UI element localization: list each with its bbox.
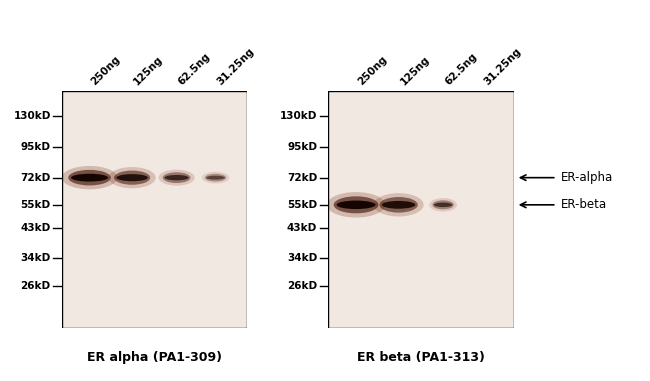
Text: 31.25ng: 31.25ng [482,46,523,87]
Text: 62.5ng: 62.5ng [443,51,479,87]
Text: 26kD: 26kD [287,281,317,291]
Ellipse shape [432,200,454,210]
Text: 55kD: 55kD [21,200,51,210]
Ellipse shape [380,197,418,213]
Ellipse shape [164,175,188,180]
Text: 43kD: 43kD [20,223,51,234]
Ellipse shape [382,201,415,209]
Text: 34kD: 34kD [287,253,317,263]
Text: 125ng: 125ng [398,54,432,87]
Text: ER-beta: ER-beta [561,199,607,211]
Ellipse shape [205,174,226,182]
Text: 26kD: 26kD [21,281,51,291]
Text: 130kD: 130kD [14,111,51,121]
Text: ER beta (PA1-313): ER beta (PA1-313) [357,351,485,364]
Text: 72kD: 72kD [20,173,51,182]
Text: 250ng: 250ng [90,54,122,87]
Text: 95kD: 95kD [21,142,51,152]
Ellipse shape [429,198,457,211]
Ellipse shape [68,170,111,186]
Ellipse shape [327,192,385,218]
Ellipse shape [374,193,424,216]
Ellipse shape [71,174,108,182]
Ellipse shape [202,172,229,184]
Ellipse shape [62,166,117,189]
Text: 72kD: 72kD [287,173,317,182]
Text: 55kD: 55kD [287,200,317,210]
Ellipse shape [109,167,156,188]
Text: 43kD: 43kD [287,223,317,234]
Text: 250ng: 250ng [356,54,389,87]
Ellipse shape [114,171,150,185]
Text: 130kD: 130kD [280,111,317,121]
Ellipse shape [116,174,148,181]
Ellipse shape [434,203,452,207]
Ellipse shape [159,170,194,186]
Text: 125ng: 125ng [132,54,165,87]
Ellipse shape [162,172,190,183]
Text: 31.25ng: 31.25ng [216,46,257,87]
Ellipse shape [337,200,376,209]
Ellipse shape [333,196,378,213]
Text: ER alpha (PA1-309): ER alpha (PA1-309) [87,351,222,364]
Text: ER-alpha: ER-alpha [561,171,614,184]
Text: 95kD: 95kD [287,142,317,152]
Text: 62.5ng: 62.5ng [177,51,213,87]
Text: 34kD: 34kD [20,253,51,263]
Ellipse shape [206,176,225,180]
